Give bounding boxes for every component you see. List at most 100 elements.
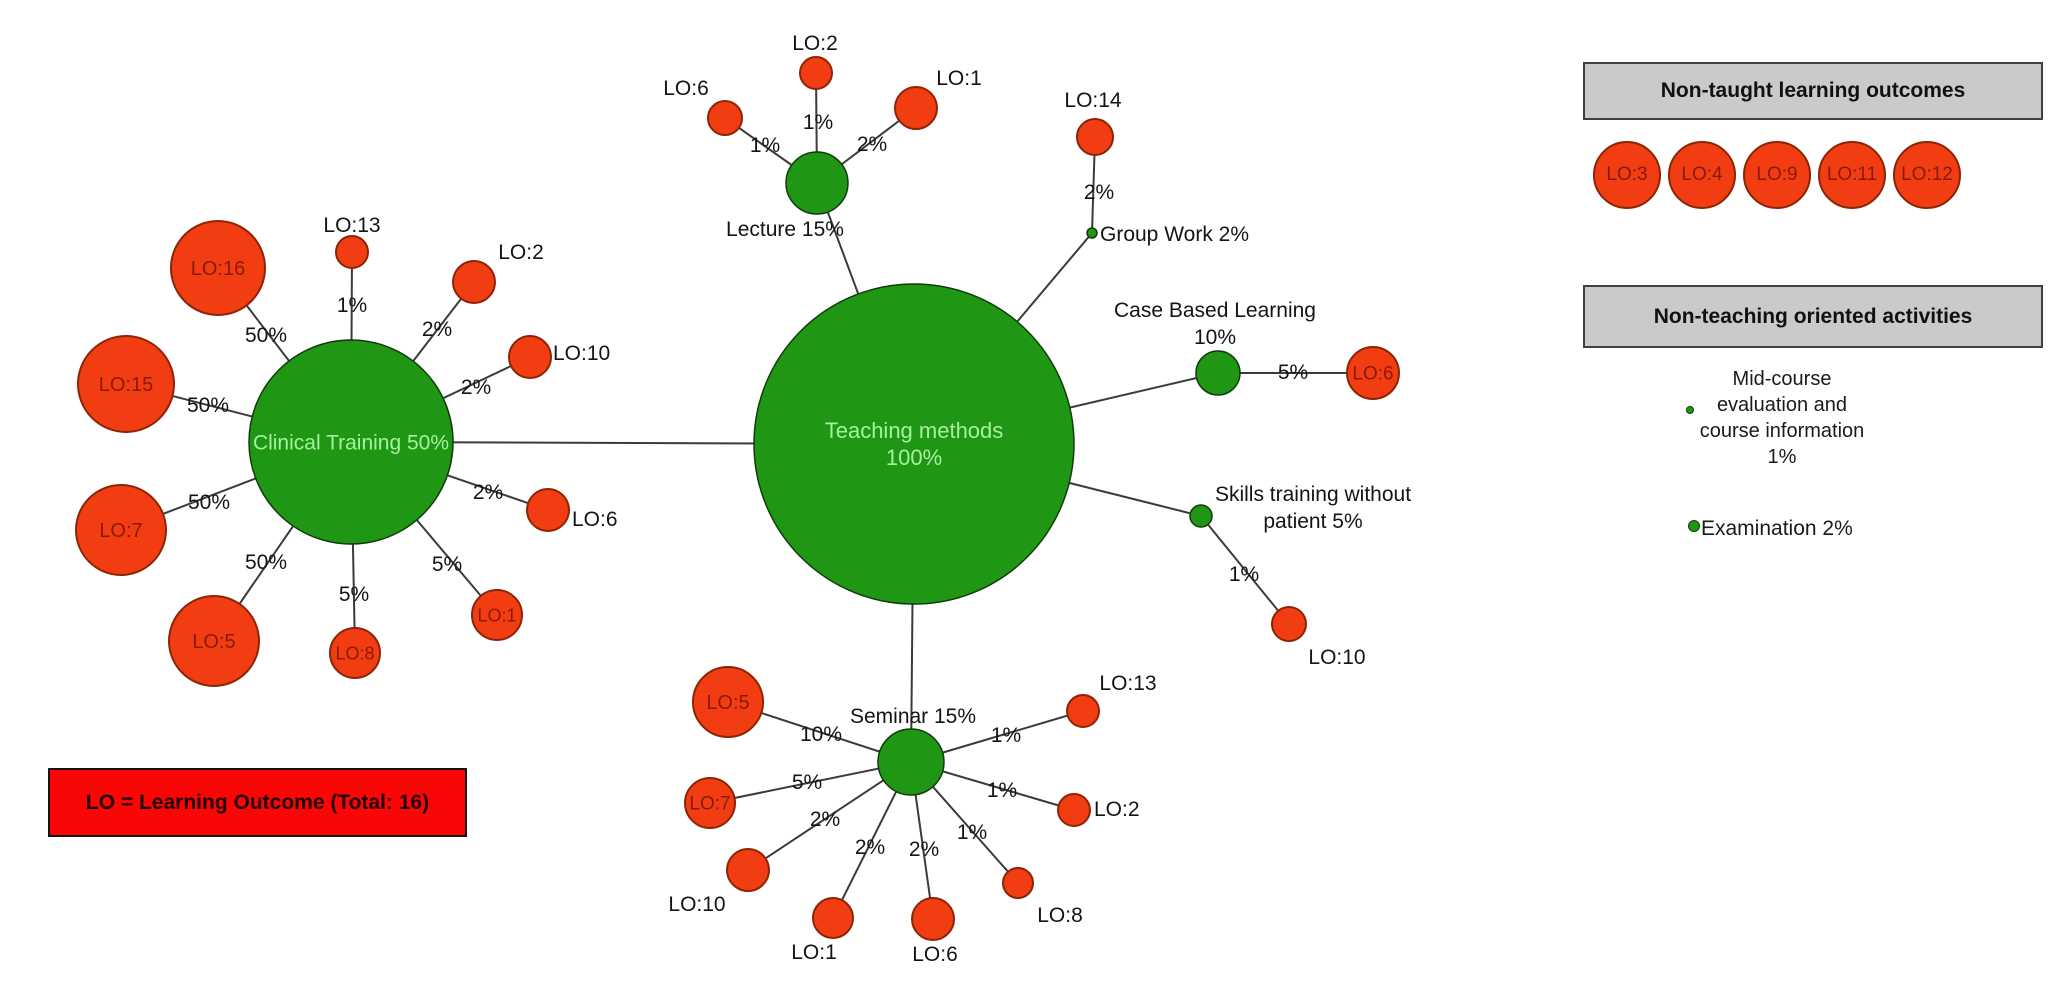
- edge-label-cbl-cbl_lo6: 5%: [1278, 361, 1308, 384]
- node-label-cbl: Case Based Learning 10%: [1114, 299, 1316, 349]
- edge-label-lecture-lec_lo6: 1%: [750, 134, 780, 157]
- node-label-cl_lo1: LO:1: [477, 605, 516, 625]
- lo-definition-note: LO = Learning Outcome (Total: 16): [48, 768, 467, 837]
- node-label-clinical: Clinical Training 50%: [253, 431, 449, 454]
- midcourse-line: 1%: [1767, 446, 1797, 468]
- outcome-chip-label: LO:9: [1756, 164, 1798, 185]
- hub-node-groupwork: [1086, 227, 1098, 239]
- node-label-lec_lo6: LO:6: [663, 77, 709, 100]
- outcome-node-sem_lo8: [1002, 867, 1034, 899]
- edge-label-clinical-cl_lo7: 50%: [188, 491, 230, 514]
- outcome-node-lec_lo1: [894, 86, 938, 130]
- edge-label-clinical-cl_lo10: 2%: [461, 376, 491, 399]
- node-label-cbl_lo6: LO:6: [1352, 364, 1393, 385]
- examination-dot-icon: [1688, 520, 1700, 532]
- node-label-sem_lo1: LO:1: [791, 941, 837, 964]
- outcome-chip: LO:3: [1593, 141, 1661, 209]
- midcourse-item: Mid-course evaluation and course informa…: [1692, 366, 1872, 470]
- edge-label-clinical-cl_lo15: 50%: [187, 394, 229, 417]
- outcome-node-cl_lo13: [335, 235, 369, 269]
- examination-label: Examination 2%: [1701, 517, 1853, 540]
- node-label-cl_lo6: LO:6: [572, 508, 618, 531]
- node-label-lecture: Lecture 15%: [726, 218, 844, 241]
- node-label-sem_lo13: LO:13: [1099, 672, 1156, 695]
- outcome-chip: LO:11: [1818, 141, 1886, 209]
- hub-node-seminar: [877, 728, 945, 796]
- midcourse-line: Mid-course: [1732, 368, 1832, 390]
- node-label-cl_lo13: LO:13: [323, 214, 380, 237]
- lo-definition-text: LO = Learning Outcome (Total: 16): [85, 790, 430, 814]
- outcome-node-cl_lo6: [526, 488, 570, 532]
- outcome-chip: LO:4: [1668, 141, 1736, 209]
- edge-label-skills-sk_lo10: 1%: [1229, 563, 1259, 586]
- outcome-node-sem_lo2: [1057, 793, 1091, 827]
- midcourse-line: course information: [1699, 420, 1865, 442]
- legend-non-teaching-title: Non-teaching oriented activities: [1653, 304, 1973, 328]
- edge-label-seminar-sem_lo2: 1%: [987, 779, 1017, 802]
- examination-item: Examination 2%: [1701, 517, 1853, 541]
- outcome-chip-label: LO:11: [1826, 164, 1878, 185]
- legend-non-taught-title: Non-taught learning outcomes: [1660, 79, 1966, 102]
- edge-label-groupwork-gw_lo14: 2%: [1084, 181, 1114, 204]
- edge-label-seminar-sem_lo10: 2%: [810, 808, 840, 831]
- edge-label-seminar-sem_lo7: 5%: [792, 771, 822, 794]
- node-label-seminar: Seminar 15%: [850, 705, 976, 728]
- node-label-cl_lo15: LO:15: [99, 374, 153, 396]
- outcome-node-gw_lo14: [1076, 118, 1114, 156]
- outcome-node-lec_lo2: [799, 56, 833, 90]
- edge-label-clinical-cl_lo13: 1%: [337, 294, 367, 317]
- node-label-cl_lo2: LO:2: [498, 241, 544, 264]
- outcome-node-cl_lo2: [452, 260, 496, 304]
- node-label-cl_lo5: LO:5: [192, 631, 235, 653]
- node-label-sem_lo7: LO:7: [689, 794, 730, 815]
- outcome-node-sk_lo10: [1271, 606, 1307, 642]
- node-label-cl_lo7: LO:7: [99, 520, 142, 542]
- node-label-sem_lo10: LO:10: [668, 893, 725, 916]
- outcome-node-cl_lo10: [508, 335, 552, 379]
- outcome-node-sem_lo7: [684, 777, 736, 829]
- outcome-node-cl_lo7: [75, 484, 167, 576]
- node-label-sem_lo6: LO:6: [912, 943, 958, 966]
- edge-label-clinical-cl_lo5: 50%: [245, 551, 287, 574]
- outcome-node-sem_lo1: [812, 897, 854, 939]
- hub-node-skills: [1189, 504, 1213, 528]
- edge-skills-sk_lo10: [1200, 515, 1290, 625]
- edge-label-seminar-sem_lo13: 1%: [991, 724, 1021, 747]
- outcome-node-sem_lo13: [1066, 694, 1100, 728]
- node-label-lec_lo2: LO:2: [792, 32, 838, 55]
- node-label-sk_lo10: LO:10: [1308, 646, 1365, 669]
- legend-non-teaching-box: Non-teaching oriented activities: [1583, 285, 2043, 348]
- outcome-node-cbl_lo6: [1346, 346, 1400, 400]
- edge-label-clinical-cl_lo2: 2%: [422, 318, 452, 341]
- node-label-skills: Skills training without patient 5%: [1215, 483, 1411, 533]
- edge-label-seminar-sem_lo8: 1%: [957, 821, 987, 844]
- legend-non-taught-box: Non-taught learning outcomes: [1583, 62, 2043, 120]
- edge-seminar-sem_lo7: [709, 761, 912, 804]
- node-label-sem_lo5: LO:5: [706, 692, 749, 714]
- node-label-gw_lo14: LO:14: [1064, 89, 1122, 112]
- outcome-node-sem_lo5: [692, 666, 764, 738]
- node-label-groupwork: Group Work 2%: [1100, 223, 1249, 246]
- non-taught-outcomes-row: LO:3 LO:4 LO:9 LO:11 LO:12: [1593, 141, 1961, 209]
- edge-label-seminar-sem_lo1: 2%: [855, 836, 885, 859]
- outcome-chip-label: LO:3: [1606, 164, 1648, 185]
- hub-node-lecture: [785, 151, 849, 215]
- edge-label-lecture-lec_lo1: 2%: [857, 133, 887, 156]
- outcome-node-cl_lo16: [170, 220, 266, 316]
- outcome-chip: LO:12: [1893, 141, 1961, 209]
- edge-label-clinical-cl_lo8: 5%: [339, 583, 369, 606]
- outcome-node-cl_lo8: [329, 627, 381, 679]
- edge-label-clinical-cl_lo6: 2%: [473, 481, 503, 504]
- node-label-teaching: Teaching methods 100%: [825, 418, 1004, 470]
- outcome-node-lec_lo6: [707, 100, 743, 136]
- outcome-node-cl_lo15: [77, 335, 175, 433]
- outcome-node-sem_lo10: [726, 848, 770, 892]
- node-label-cl_lo10: LO:10: [553, 342, 610, 365]
- midcourse-dot-icon: [1686, 406, 1694, 414]
- outcome-chip-label: LO:4: [1681, 164, 1723, 185]
- outcome-chip: LO:9: [1743, 141, 1811, 209]
- edge-label-clinical-cl_lo16: 50%: [245, 324, 287, 347]
- node-label-cl_lo16: LO:16: [191, 258, 245, 280]
